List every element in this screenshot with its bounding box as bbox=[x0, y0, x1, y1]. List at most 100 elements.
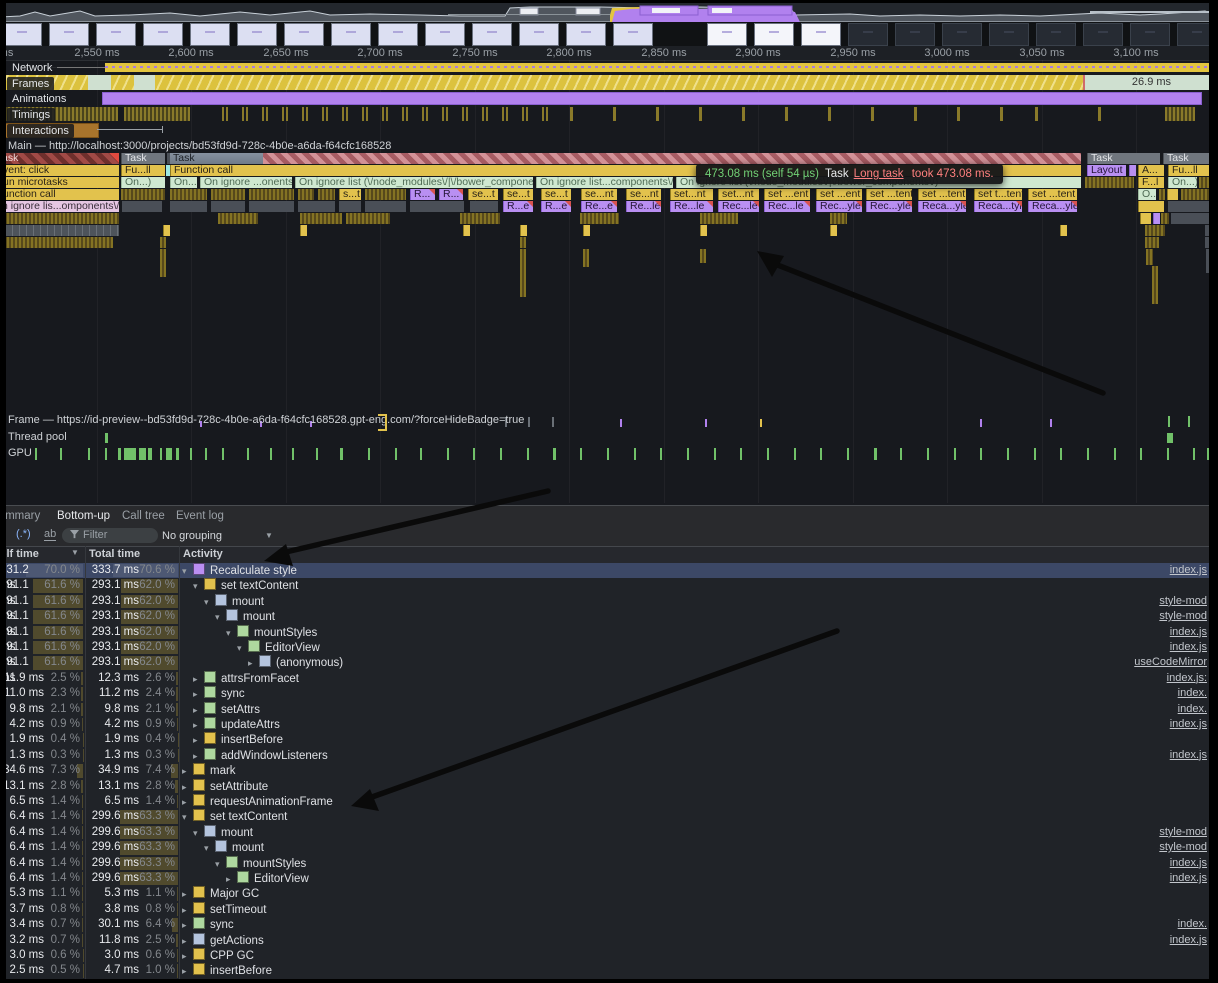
filmstrip-thumbnail[interactable] bbox=[472, 23, 512, 46]
flame-bar[interactable]: Fu...ll bbox=[121, 165, 165, 176]
activity-label[interactable]: Recalculate style bbox=[210, 565, 297, 577]
track-label-timings[interactable]: Timings bbox=[7, 108, 56, 122]
flame-bar[interactable] bbox=[520, 237, 526, 248]
frames-segment[interactable] bbox=[1083, 75, 1085, 90]
table-row[interactable]: 291.1 ms 61.6 % 293.1 ms 62.0 % ▾ set textCon… bbox=[0, 578, 1218, 607]
flame-bar[interactable]: Rec...le bbox=[718, 201, 759, 212]
flame-bar[interactable] bbox=[249, 189, 294, 200]
flame-bar[interactable] bbox=[121, 189, 165, 200]
filmstrip-thumbnail[interactable] bbox=[96, 23, 136, 46]
collapse-arrow-icon[interactable]: ▾ bbox=[204, 596, 209, 607]
regex-icon[interactable]: (.*) bbox=[16, 528, 31, 540]
source-link[interactable]: index.js: bbox=[1166, 671, 1207, 684]
filmstrip-thumbnail[interactable] bbox=[566, 23, 606, 46]
column-divider[interactable] bbox=[179, 546, 180, 979]
flame-bar[interactable] bbox=[365, 189, 406, 200]
flame-bar[interactable]: R...e bbox=[541, 201, 571, 212]
filmstrip-thumbnail[interactable] bbox=[378, 23, 418, 46]
flame-bar[interactable]: set ...ent bbox=[816, 189, 862, 200]
table-row[interactable]: 5.3 ms 1.1 % 5.3 ms 1.1 % ▸ Major GC bbox=[0, 886, 1218, 901]
activity-label[interactable]: mount bbox=[232, 842, 264, 855]
table-row[interactable]: 1.3 ms 0.3 % 1.3 ms 0.3 % ▸ addWindowListener… bbox=[0, 747, 1218, 763]
source-link[interactable]: index. bbox=[1177, 687, 1207, 700]
flame-bar[interactable] bbox=[1140, 213, 1151, 224]
flame-bar[interactable]: F...l bbox=[1138, 177, 1164, 188]
flame-bar[interactable] bbox=[300, 225, 307, 236]
collapse-arrow-icon[interactable]: ▾ bbox=[204, 843, 209, 854]
flame-bar[interactable] bbox=[298, 189, 314, 200]
activity-label[interactable]: EditorView bbox=[254, 873, 309, 885]
tab-call-tree[interactable]: Call tree bbox=[122, 510, 165, 522]
table-row[interactable]: 34.6 ms 7.3 % 34.9 ms 7.4 % ▸ mark bbox=[0, 763, 1218, 778]
filmstrip-thumbnail[interactable] bbox=[519, 23, 559, 46]
flame-bar[interactable] bbox=[583, 249, 589, 267]
source-link[interactable]: index.js bbox=[1169, 564, 1207, 576]
flame-bar[interactable]: unction call bbox=[0, 189, 119, 200]
flame-bar[interactable] bbox=[346, 213, 390, 224]
expand-arrow-icon[interactable]: ▸ bbox=[193, 673, 198, 684]
table-row[interactable]: 3.0 ms 0.6 % 3.0 ms 0.6 % ▸ CPP GC bbox=[0, 948, 1218, 963]
table-row[interactable]: 291.1 ms 61.6 % 293.1 ms 62.0 % ▾ EditorView i… bbox=[0, 640, 1218, 668]
filmstrip-thumbnail[interactable] bbox=[2, 23, 42, 46]
animations-bar[interactable] bbox=[102, 92, 1202, 105]
expand-arrow-icon[interactable]: ▸ bbox=[248, 658, 253, 669]
flame-bar[interactable] bbox=[1145, 225, 1165, 236]
flame-bar[interactable]: Rec...yle bbox=[866, 201, 912, 212]
expand-arrow-icon[interactable]: ▸ bbox=[226, 874, 231, 884]
flame-bar[interactable] bbox=[1159, 189, 1165, 200]
activity-label[interactable]: mount bbox=[243, 611, 275, 624]
gpu-header[interactable]: GPU bbox=[8, 447, 32, 459]
flame-bar[interactable] bbox=[211, 201, 245, 212]
expand-arrow-icon[interactable]: ▸ bbox=[193, 750, 198, 761]
table-row[interactable]: 291.1 ms 61.6 % 293.1 ms 62.0 % ▸ (anonymous)… bbox=[0, 655, 1218, 684]
filmstrip-thumbnail[interactable] bbox=[613, 23, 653, 46]
collapse-arrow-icon[interactable]: ▾ bbox=[226, 627, 231, 638]
activity-label[interactable]: set textContent bbox=[221, 580, 299, 593]
flame-bar[interactable] bbox=[1138, 201, 1164, 212]
activity-label[interactable]: setAttribute bbox=[210, 780, 269, 793]
expand-arrow-icon[interactable]: ▸ bbox=[182, 951, 187, 961]
activity-label[interactable]: EditorView bbox=[265, 642, 320, 654]
timeline-ruler[interactable]: ms 2,550 ms 2,600 ms 2,650 ms 2,700 ms 2,750… bbox=[0, 46, 1218, 61]
flame-bar[interactable] bbox=[1199, 177, 1216, 188]
filter-input[interactable]: Filter bbox=[62, 528, 158, 543]
flame-bar[interactable] bbox=[463, 225, 470, 236]
tab-event-log[interactable]: Event log bbox=[176, 510, 224, 522]
flame-bar[interactable] bbox=[1168, 201, 1216, 212]
filmstrip-thumbnail[interactable] bbox=[707, 23, 747, 46]
flame-bar[interactable]: R... bbox=[410, 189, 435, 200]
flame-bar[interactable]: Rec...le bbox=[764, 201, 810, 212]
frames-segment[interactable]: 26.9 ms bbox=[1085, 75, 1218, 90]
track-label-frames[interactable]: Frames bbox=[7, 77, 55, 91]
tab-summary[interactable]: Summary bbox=[0, 510, 41, 522]
flame-bar[interactable] bbox=[160, 237, 166, 248]
flame-bar[interactable] bbox=[300, 213, 342, 224]
source-link[interactable]: index.js bbox=[1169, 641, 1207, 653]
filmstrip-thumbnail[interactable] bbox=[895, 23, 935, 46]
table-row[interactable]: 291.1 ms 61.6 % 293.1 ms 62.0 % ▾ mount style-… bbox=[0, 609, 1218, 638]
source-link[interactable]: index. bbox=[1177, 918, 1207, 931]
grouping-select[interactable]: No grouping ▼ bbox=[162, 528, 280, 544]
table-row[interactable]: 291.1 ms 61.6 % 293.1 ms 62.0 % ▾ mountStyles… bbox=[0, 624, 1218, 653]
expand-arrow-icon[interactable]: ▸ bbox=[193, 689, 198, 700]
flame-bar[interactable] bbox=[365, 201, 406, 212]
flame-bar[interactable]: O... bbox=[1138, 189, 1156, 200]
flame-bar[interactable]: On...) bbox=[121, 177, 165, 188]
table-row[interactable]: 331.2 ms 70.0 % 333.7 ms 70.6 % ▾ Recalculate… bbox=[0, 563, 1218, 591]
flame-bar[interactable] bbox=[470, 201, 498, 212]
collapse-arrow-icon[interactable]: ▾ bbox=[215, 612, 220, 623]
activity-label[interactable]: attrsFromFacet bbox=[221, 672, 299, 685]
source-link[interactable]: index.js bbox=[1169, 718, 1207, 730]
source-link[interactable]: index. bbox=[1177, 702, 1207, 715]
frame-track-header[interactable]: Frame — https://id-preview--bd53fd9d-728… bbox=[8, 414, 525, 426]
activity-label[interactable]: (anonymous) bbox=[276, 657, 344, 670]
flame-bar[interactable]: se...nt bbox=[581, 189, 617, 200]
table-row[interactable]: 6.4 ms 1.4 % 299.6 ms 63.3 % ▾ mount style-mod bbox=[0, 824, 1218, 840]
activity-label[interactable]: insertBefore bbox=[221, 734, 284, 747]
filmstrip-thumbnail[interactable] bbox=[237, 23, 277, 46]
flame-bar[interactable]: On...) bbox=[170, 177, 197, 188]
filmstrip-thumbnail[interactable] bbox=[801, 23, 841, 46]
main-thread-header[interactable]: Main — http://localhost:3000/projects/bd… bbox=[8, 140, 392, 152]
flame-bar[interactable]: se...nt bbox=[626, 189, 661, 200]
table-row[interactable]: 6.4 ms 1.4 % 299.6 ms 63.3 % ▾ mount style-mod bbox=[0, 840, 1218, 855]
